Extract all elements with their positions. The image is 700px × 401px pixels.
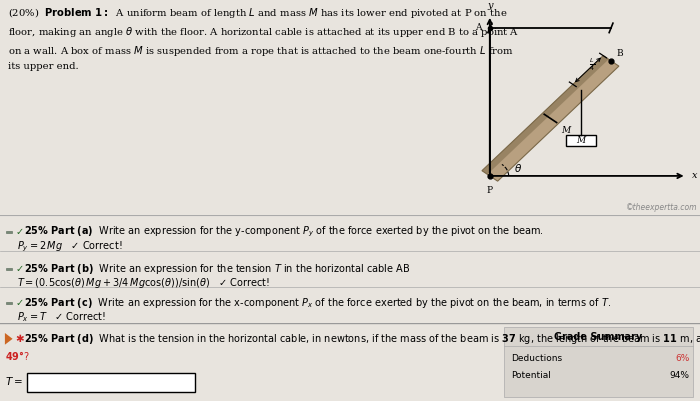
Text: M: M	[576, 136, 585, 145]
Bar	[566, 135, 596, 146]
Text: ✓: ✓	[15, 227, 24, 237]
Text: (20%)  $\mathbf{Problem\ 1:}$  A uniform beam of length $L$ and mass $M$ has its: (20%) $\mathbf{Problem\ 1:}$ A uniform b…	[8, 6, 519, 71]
Text: $T = $: $T = $	[5, 375, 23, 387]
Text: x: x	[692, 171, 697, 180]
Text: $\bf{25\%\ Part\ (c)}$  Write an expression for the x-component $P_x$ of the for: $\bf{25\%\ Part\ (c)}$ Write an expressi…	[24, 296, 611, 310]
Text: B: B	[617, 49, 623, 58]
Bar	[6, 268, 13, 269]
Text: y: y	[487, 1, 493, 10]
Bar	[27, 373, 195, 392]
Bar	[504, 327, 693, 397]
Polygon shape	[482, 56, 609, 174]
Text: A: A	[475, 23, 482, 32]
Text: $P_y = 2\,Mg$   ✓ Correct!: $P_y = 2\,Mg$ ✓ Correct!	[17, 240, 122, 254]
Text: $T = (0.5\cos(\theta)\,Mg + 3/4\,Mg\cos(\theta))/\sin(\theta)$   ✓ Correct!: $T = (0.5\cos(\theta)\,Mg + 3/4\,Mg\cos(…	[17, 276, 270, 290]
Text: M: M	[561, 126, 570, 135]
Text: 6%: 6%	[675, 354, 690, 363]
Text: ✓: ✓	[15, 264, 24, 273]
Text: Grade Summary: Grade Summary	[554, 332, 643, 342]
Text: ✓: ✓	[15, 298, 24, 308]
Polygon shape	[5, 333, 13, 345]
Text: $\bf{25\%\ Part\ (a)}$  Write an expression for the y-component $P_y$ of the for: $\bf{25\%\ Part\ (a)}$ Write an expressi…	[24, 225, 543, 239]
Text: P: P	[486, 186, 493, 194]
Polygon shape	[482, 56, 619, 181]
Bar	[6, 302, 13, 304]
Text: ✱: ✱	[15, 334, 24, 344]
Text: Deductions: Deductions	[511, 354, 562, 363]
Text: $\theta$: $\theta$	[514, 162, 522, 174]
Bar	[6, 231, 13, 233]
Text: ©theexpertta.com: ©theexpertta.com	[626, 203, 697, 213]
Text: $P_x = T$   ✓ Correct!: $P_x = T$ ✓ Correct!	[17, 310, 106, 324]
Text: Potential: Potential	[511, 371, 551, 380]
Text: $\bf{25\%\ Part\ (b)}$  Write an expression for the tension $T$ in the horizonta: $\bf{25\%\ Part\ (b)}$ Write an expressi…	[24, 262, 410, 275]
Text: $\mathit{\bf{49°}}$?: $\mathit{\bf{49°}}$?	[5, 349, 30, 362]
Text: $\bf{25\%\ Part\ (d)}$  What is the tension in the horizontal cable, in newtons,: $\bf{25\%\ Part\ (d)}$ What is the tensi…	[24, 332, 700, 346]
Text: 94%: 94%	[669, 371, 690, 380]
Text: $\frac{L}{4}$: $\frac{L}{4}$	[589, 56, 594, 73]
